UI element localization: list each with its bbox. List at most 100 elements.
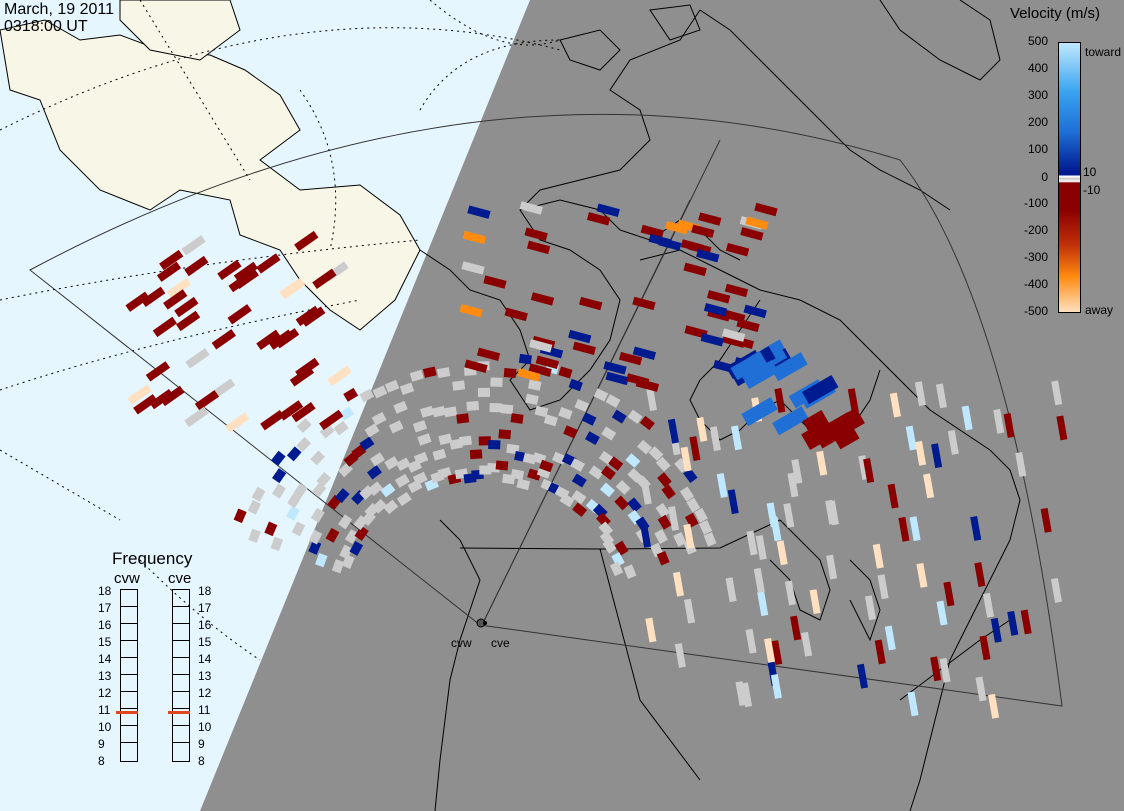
velocity-cell: [503, 368, 517, 379]
velocity-cell: [680, 446, 692, 472]
velocity-cell: [990, 617, 1002, 643]
velocity-cell: [145, 361, 171, 382]
velocity-cell: [334, 488, 350, 504]
velocity-cell: [227, 304, 252, 325]
velocity-cell: [1020, 609, 1032, 635]
velocity-cell: [615, 479, 631, 495]
velocity-cell: [488, 439, 501, 450]
velocity-cell: [614, 495, 630, 511]
velocity-cell: [310, 450, 326, 466]
velocity-cell: [380, 482, 396, 498]
velocity-cell: [399, 382, 415, 395]
velocity-cell: [914, 381, 926, 407]
velocity-cell: [156, 261, 182, 282]
velocity-cell: [572, 502, 588, 518]
velocity-cell: [396, 491, 412, 507]
velocity-cell: [366, 465, 382, 480]
velocity-cell: [483, 275, 507, 289]
velocity-cell: [856, 663, 869, 689]
freq-label-left: 11: [98, 703, 111, 717]
velocity-cell: [461, 261, 485, 275]
velocity-cell: [476, 347, 501, 362]
velocity-cell: [211, 329, 236, 350]
velocity-cell: [175, 310, 201, 332]
frequency-cell: [173, 658, 189, 675]
velocity-cell: [970, 516, 982, 541]
velocity-cell: [294, 230, 319, 252]
velocity-cell: [572, 341, 596, 355]
velocity-cell: [724, 283, 749, 298]
frequency-cell: [173, 726, 189, 743]
velocity-cell: [354, 525, 369, 541]
velocity-cell: [308, 540, 322, 555]
velocity-cell: [698, 520, 713, 535]
velocity-cell: [464, 359, 488, 373]
velocity-cell: [772, 406, 809, 436]
velocity-cell: [510, 468, 525, 481]
velocity-cell: [639, 415, 655, 431]
plot-date: March, 19 2011: [4, 1, 114, 18]
velocity-cell: [979, 635, 991, 661]
velocity-cell: [409, 369, 424, 382]
velocity-cell: [163, 289, 188, 310]
velocity-cell: [645, 386, 658, 412]
velocity-cell: [791, 458, 803, 484]
velocity-cell: [877, 574, 889, 600]
velocity-cell: [369, 452, 385, 467]
velocity-cell: [310, 507, 325, 523]
frequency-cell: [173, 675, 189, 692]
freq-label-left: 12: [98, 686, 112, 700]
frequency-marker-cve: [168, 711, 190, 715]
freq-label-right: 9: [198, 737, 205, 751]
velocity-cell: [632, 346, 657, 360]
velocity-cell: [872, 543, 884, 569]
velocity-cell: [559, 493, 575, 508]
freq-label-left: 17: [98, 601, 112, 615]
velocity-cell: [234, 268, 259, 290]
velocity-cell: [863, 458, 875, 483]
velocity-cell: [529, 339, 553, 353]
frequency-cell: [121, 607, 137, 624]
freq-label-right: 17: [198, 601, 212, 615]
frequency-column-cvw: [120, 589, 138, 762]
velocity-cell: [344, 529, 359, 545]
dayside-land-north: [119, 0, 241, 61]
velocity-cell: [278, 400, 304, 421]
velocity-cell: [915, 440, 927, 466]
velocity-cell: [217, 259, 242, 281]
frequency-cell: [121, 692, 137, 709]
velocity-cell: [703, 302, 728, 317]
velocity-cell: [847, 388, 859, 414]
velocity-cell: [159, 249, 184, 271]
velocity-cell: [571, 489, 587, 505]
plot-time: 0318:00 UT: [4, 18, 88, 35]
velocity-cell: [558, 366, 573, 379]
velocity-cell: [816, 450, 828, 476]
velocity-cell: [916, 562, 928, 588]
velocity-cell: [736, 318, 760, 333]
velocity-cell: [988, 693, 1000, 719]
velocity-cell: [524, 227, 548, 241]
velocity-cell: [581, 412, 597, 426]
velocity-cell: [931, 443, 943, 469]
velocity-cell: [1056, 415, 1068, 441]
frequency-cell: [121, 641, 137, 658]
velocity-cell: [645, 617, 657, 643]
velocity-cell: [716, 473, 728, 498]
velocity-cell: [746, 530, 758, 556]
velocity-cell: [889, 392, 901, 418]
velocity-cell: [809, 589, 821, 615]
velocity-cell: [125, 291, 150, 312]
away-label: away: [1085, 303, 1114, 317]
velocity-cell: [339, 544, 353, 560]
velocity-cell: [535, 355, 560, 369]
velocity-cell: [709, 426, 721, 452]
velocity-cell: [783, 502, 795, 528]
velocity-cell: [351, 444, 367, 459]
frequency-cell: [173, 709, 189, 726]
velocity-cell: [703, 532, 717, 547]
velocity-cell: [339, 406, 355, 421]
velocity-cell: [790, 615, 802, 641]
velocity-cell: [522, 452, 537, 465]
